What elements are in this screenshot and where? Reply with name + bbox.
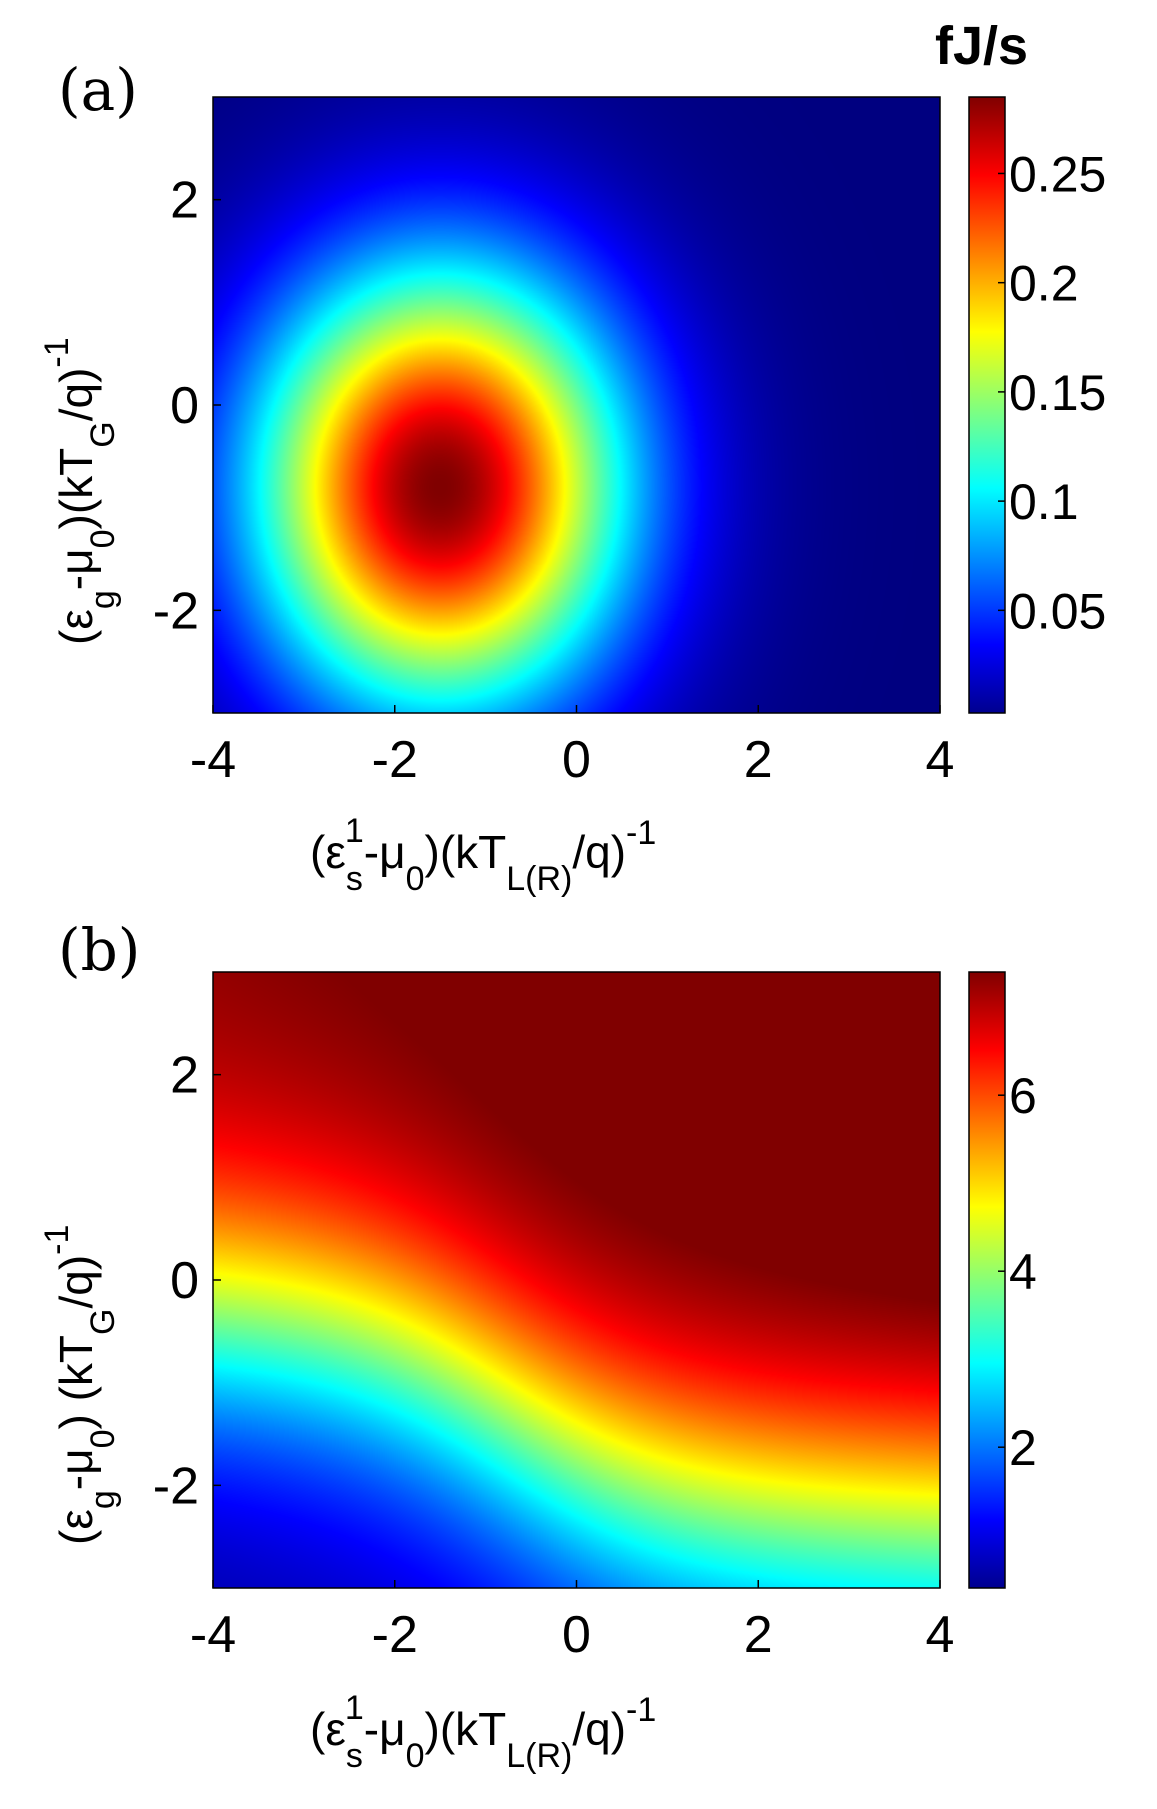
colorbar-tick-label: 0.1 [1009, 474, 1079, 530]
y-tick-label: 2 [170, 1047, 199, 1105]
colorbar-b-ticks: 2 4 6 [998, 1068, 1037, 1476]
y-tick-label: 0 [170, 1252, 199, 1310]
panel-b-label: (b) [58, 916, 140, 984]
x-tick-label: 2 [744, 731, 773, 789]
x-axis-label-a: (εs1-μ0)(kTL(R)/q)-1 [310, 812, 656, 898]
x-tick-label: -4 [190, 731, 236, 789]
colorbar-a-unit: fJ/s [935, 16, 1028, 76]
colorbar-b: 2 4 6 [968, 971, 1037, 1589]
colorbar-tick-label: 0.25 [1009, 146, 1106, 202]
x-axis-b: -4 -2 0 2 4 [190, 1580, 955, 1664]
x-axis-label-b: (εs1-μ0)(kTL(R)/q)-1 [310, 1689, 656, 1775]
colorbar-a-gradient [968, 96, 1006, 714]
x-tick-label: 2 [744, 1606, 773, 1664]
panel-a: (a) -4 -2 0 2 4 2 0 -2 (εs1-μ0)(kTL(R)/q)-1 (ε… [38, 16, 1106, 898]
panel-b: (b) -4 -2 0 2 4 2 0 -2 (εs1-μ0)(kTL(R)/q)-1 (ε… [38, 916, 1037, 1775]
y-axis-a: 2 0 -2 [153, 172, 221, 640]
colorbar-tick-label: 2 [1009, 1420, 1037, 1476]
colorbar-tick-label: 0.15 [1009, 365, 1106, 421]
x-tick-label: 0 [562, 731, 591, 789]
colorbar-tick-label: 4 [1009, 1244, 1037, 1300]
y-tick-label: 0 [170, 377, 199, 435]
colorbar-tick-label: 0.05 [1009, 583, 1106, 639]
y-tick-label: 2 [170, 172, 199, 230]
y-tick-label: -2 [153, 1457, 199, 1515]
heatmap-a [212, 96, 941, 714]
panel-a-label: (a) [58, 56, 138, 124]
y-axis-label-b: (εg-μ0) (kTG/q)-1 [38, 1225, 122, 1545]
x-axis-a: -4 -2 0 2 4 [190, 705, 955, 789]
y-tick-label: -2 [153, 582, 199, 640]
colorbar-b-gradient [968, 971, 1006, 1589]
heatmap-b [212, 971, 941, 1589]
x-tick-label: -2 [372, 731, 418, 789]
x-tick-label: -2 [372, 1606, 418, 1664]
x-tick-label: 4 [926, 731, 955, 789]
y-axis-b: 2 0 -2 [153, 1047, 221, 1515]
x-tick-label: 4 [926, 1606, 955, 1664]
x-tick-label: 0 [562, 1606, 591, 1664]
x-tick-label: -4 [190, 1606, 236, 1664]
colorbar-a-ticks: 0.05 0.1 0.15 0.2 0.25 [998, 146, 1106, 639]
colorbar-a: 0.05 0.1 0.15 0.2 0.25 [968, 96, 1106, 714]
colorbar-tick-label: 6 [1009, 1068, 1037, 1124]
y-axis-label-a: (εg-μ0)(kTG/q)-1 [38, 337, 122, 645]
colorbar-tick-label: 0.2 [1009, 256, 1079, 312]
